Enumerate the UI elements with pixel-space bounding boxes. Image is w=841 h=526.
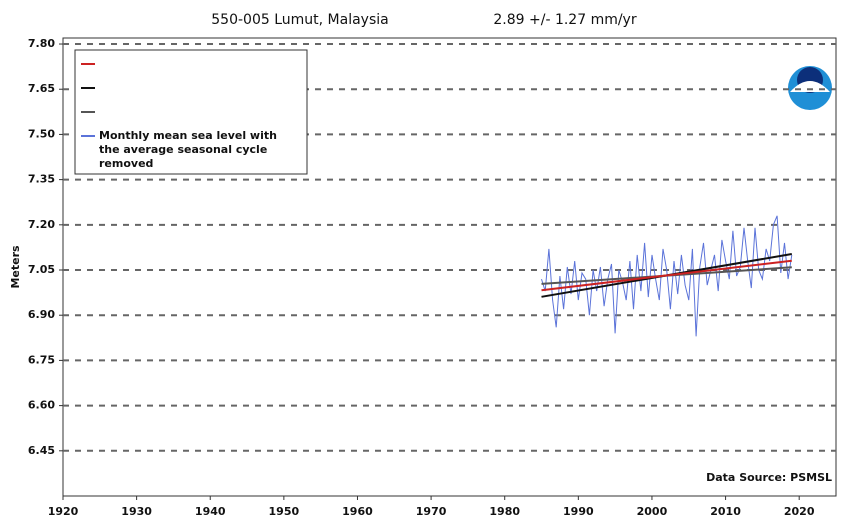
x-tick-label: 1940 (195, 505, 226, 518)
x-tick-label: 1930 (121, 505, 152, 518)
y-tick-label: 7.65 (28, 82, 55, 95)
x-tick-label: 1920 (48, 505, 79, 518)
x-tick-label: 2010 (710, 505, 741, 518)
y-tick-label: 7.20 (28, 218, 55, 231)
noaa-logo (788, 66, 832, 110)
x-tick-label: 2020 (784, 505, 815, 518)
chart-subtitle: 2.89 +/- 1.27 mm/yr (493, 12, 636, 28)
x-tick-label: 1970 (416, 505, 447, 518)
y-tick-label: 6.60 (28, 399, 55, 412)
series-line (541, 215, 793, 337)
y-tick-label: 6.45 (28, 444, 55, 457)
y-tick-label: 7.35 (28, 173, 55, 186)
chart-title: 550-005 Lumut, Malaysia (211, 12, 388, 28)
x-tick-label: 1960 (342, 505, 373, 518)
y-tick-label: 6.75 (28, 353, 55, 366)
x-tick-label: 2000 (637, 505, 668, 518)
y-axis-label: Meters (9, 245, 22, 289)
legend: Monthly mean sea level with the average s… (81, 63, 277, 170)
legend-box (74, 49, 308, 175)
y-tick-label: 6.90 (28, 308, 55, 321)
data-source: Data Source: PSMSL (706, 471, 832, 484)
series-line (541, 259, 792, 292)
y-tick-label: 7.50 (28, 127, 55, 140)
x-tick-label: 1990 (563, 505, 594, 518)
x-tick-label: 1980 (489, 505, 520, 518)
y-tick-label: 7.05 (28, 263, 55, 276)
plot-frame (62, 37, 837, 497)
y-tick-label: 7.80 (28, 37, 55, 50)
x-tick-label: 1950 (269, 505, 300, 518)
legend-label: Monthly mean sea level with the average s… (99, 129, 277, 170)
